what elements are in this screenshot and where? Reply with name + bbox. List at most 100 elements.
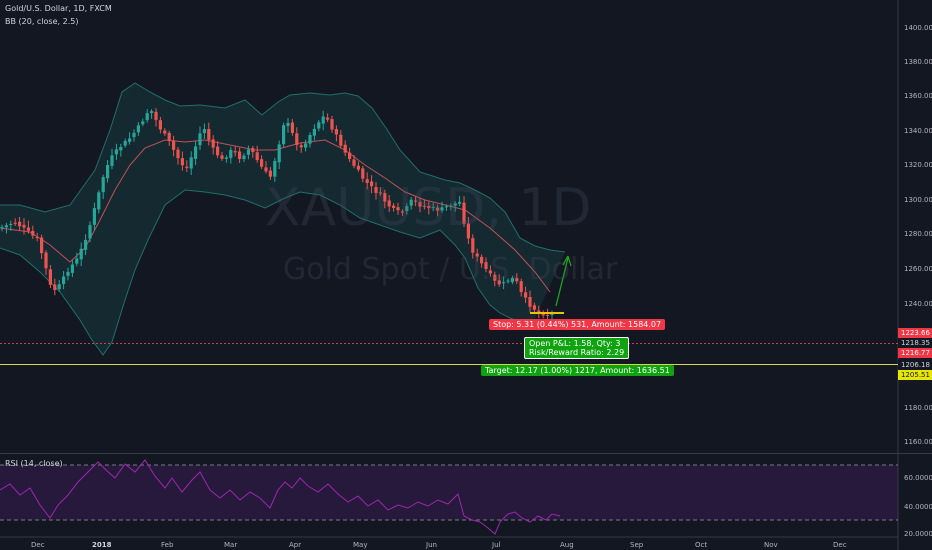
candle-body [189,157,193,169]
candle-body [202,129,206,134]
candle-body [224,157,228,159]
forecast-arrow-head [562,255,572,267]
candle-body [18,221,22,227]
candle-body [502,282,506,284]
candle-body [97,192,101,210]
candle-body [66,271,70,276]
candle-body [537,310,541,313]
candle-body [326,117,330,120]
time-tick: Mar [224,541,238,549]
candle-body [515,278,519,282]
candle-body [180,158,184,166]
candle-body [128,138,132,142]
price-tick: 1240.00 [904,300,932,308]
candle-body [246,149,250,155]
candle-body [493,274,497,281]
candle-body [418,202,422,207]
price-tick: 1340.00 [904,127,932,135]
rsi-indicator-label[interactable]: RSI (14, close) [5,459,63,468]
candle-body [40,237,44,254]
candle-body [106,164,110,179]
time-tick: 2018 [92,541,112,549]
candle-body [136,125,140,133]
candle-body [282,125,286,145]
time-tick: Feb [161,541,174,549]
candle-body [198,133,202,146]
candle-body [546,314,550,316]
candle-body [453,203,457,206]
price-tick: 1300.00 [904,196,932,204]
price-tick: 1160.00 [904,438,932,446]
candle-body [392,205,396,208]
candle-body [22,224,26,228]
candle-body [475,253,479,257]
price-tick: 1180.00 [904,404,932,412]
time-tick: Jun [426,541,437,549]
candle-body [70,264,74,273]
candle-body [356,165,360,170]
candle-body [0,227,4,229]
candle-body [238,151,242,159]
pane-separator[interactable] [0,453,932,454]
symbol-title[interactable]: Gold/U.S. Dollar, 1D, FXCM [5,4,112,13]
candle-body [233,151,237,153]
candle-body [194,146,198,159]
candle-body [141,121,145,125]
candle-body [211,139,215,148]
candle-body [154,111,158,120]
rsi-band-fill [0,465,898,520]
candle-body [374,187,378,193]
candle-body [35,236,39,239]
candle-body [31,230,35,236]
candle-body [114,149,118,155]
rsi-tick: 60.0000 [904,474,932,482]
rsi-tick: 40.0000 [904,503,932,511]
candle-body [229,149,233,158]
candle-body [312,128,316,136]
candle-body [9,224,13,226]
candle-body [427,205,431,209]
time-tick: Sep [630,541,644,549]
candle-body [339,134,343,146]
price-tick: 1360.00 [904,92,932,100]
candle-body [488,270,492,274]
stop-price-label: 1223.66 [898,328,932,338]
candle-body [145,113,149,121]
target-label[interactable]: Target: 12.17 (1.00%) 1217, Amount: 1636… [481,365,674,376]
price-pane-bg [0,0,898,452]
candle-body [308,134,312,144]
bollinger-lower-line [0,189,533,356]
candle-body [88,225,92,239]
candle-body [462,202,466,224]
bb-indicator-label[interactable]: BB (20, close, 2.5) [5,17,79,26]
candle-body [92,208,96,225]
time-tick: Apr [289,541,302,549]
candle-body [13,222,17,224]
candle-body [506,280,510,282]
price-tick: 1320.00 [904,161,932,169]
time-tick: Jul [492,541,501,549]
candle-body [304,143,308,148]
candle-body [466,223,470,239]
candle-body [44,252,48,269]
candle-body [172,140,176,150]
candle-body [440,207,444,211]
candle-body [541,313,545,316]
candle-body [57,284,61,290]
candle-body [414,200,418,202]
candle-body [458,201,462,204]
time-tick: Nov [764,541,778,549]
stop-loss-label[interactable]: Stop: 5.31 (0.44%) 531, Amount: 1584.07 [489,319,666,330]
candle-body [431,207,435,209]
candle-body [132,132,136,138]
candle-body [79,248,83,260]
open-pl-box[interactable]: Open P&L: 1.58, Qty: 3 Risk/Reward Ratio… [524,337,630,359]
candle-body [449,205,453,207]
candle-body [251,148,255,153]
candle-body [255,152,259,161]
candle-body [264,167,268,172]
candle-body [330,119,334,130]
bollinger-upper-line [0,82,566,253]
